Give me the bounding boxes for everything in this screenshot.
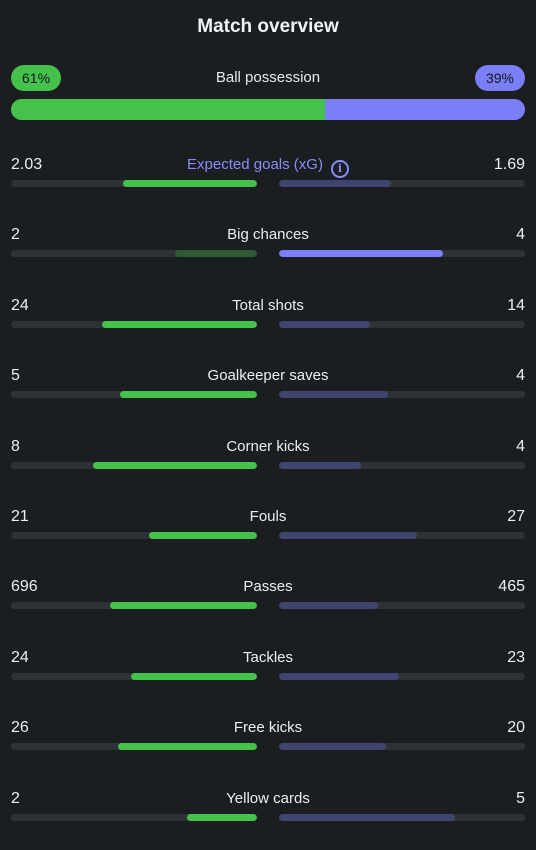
stat-row: 8 Corner kicks 4 [11, 437, 525, 481]
away-value: 4 [516, 226, 525, 243]
stat-label: Yellow cards [11, 789, 525, 809]
home-stat-bar [11, 532, 257, 539]
possession-bar-away [324, 99, 525, 120]
away-value: 27 [507, 508, 525, 525]
home-value: 696 [11, 578, 38, 595]
stat-row: 5 Goalkeeper saves 4 [11, 366, 525, 410]
stat-row: 24 Total shots 14 [11, 296, 525, 340]
away-stat-bar [279, 250, 525, 257]
stat-label-text: Fouls [249, 508, 287, 525]
page-title: Match overview [197, 16, 339, 37]
away-stat-bar [279, 180, 525, 187]
home-value: 2.03 [11, 156, 43, 173]
away-value: 4 [516, 367, 525, 384]
away-stat-bar-fill [279, 814, 455, 821]
possession-bar [11, 99, 525, 120]
away-stat-bar-fill [279, 391, 389, 398]
stat-label: Corner kicks [11, 437, 525, 457]
home-value: 21 [11, 508, 29, 525]
possession-label: Ball possession [215, 69, 321, 86]
stat-row: 21 Fouls 27 [11, 507, 525, 551]
away-value: 1.69 [493, 156, 525, 173]
stat-label-text: Passes [243, 578, 293, 595]
home-value: 5 [11, 367, 20, 384]
possession-header: 61% Ball possession 39% [11, 65, 525, 91]
home-stat-bar [11, 180, 257, 187]
stat-row: 2 Big chances 4 [11, 225, 525, 269]
home-stat-bar [11, 673, 257, 680]
home-stat-bar [11, 462, 257, 469]
home-stat-bar [11, 321, 257, 328]
stat-label: Passes [11, 577, 525, 597]
home-stat-bar-fill [186, 814, 257, 821]
stat-row: 2.03 Expected goals (xG) i 1.69 [11, 155, 525, 199]
stat-row: 2 Yellow cards 5 [11, 789, 525, 833]
away-value: 465 [498, 578, 525, 595]
stat-label: Free kicks [11, 718, 525, 738]
stat-label-text: Tackles [242, 649, 294, 666]
away-stat-bar-fill [279, 532, 418, 539]
home-stat-bar-fill [175, 250, 257, 257]
home-stat-bar-fill [109, 602, 257, 609]
stat-label-text: Expected goals (xG) [187, 156, 323, 173]
stat-label: Total shots [11, 296, 525, 316]
away-stat-bar [279, 532, 525, 539]
away-value: 14 [507, 297, 525, 314]
home-value: 2 [11, 790, 20, 807]
away-stat-bar [279, 743, 525, 750]
home-stat-bar [11, 743, 257, 750]
away-value: 23 [507, 649, 525, 666]
home-stat-bar-fill [93, 462, 257, 469]
home-stat-bar [11, 602, 257, 609]
home-stat-bar-fill [117, 743, 257, 750]
home-stat-bar-fill [149, 532, 257, 539]
away-stat-bar [279, 391, 525, 398]
away-stat-bar-fill [279, 673, 400, 680]
stat-label: Big chances [11, 225, 525, 245]
home-stat-bar [11, 391, 257, 398]
home-value: 24 [11, 297, 29, 314]
info-icon[interactable]: i [330, 160, 349, 178]
stat-label: Goalkeeper saves [11, 366, 525, 386]
away-stat-bar [279, 462, 525, 469]
stat-label-text: Corner kicks [226, 438, 310, 455]
away-value: 4 [516, 438, 525, 455]
stat-label-text: Big chances [227, 226, 309, 243]
home-value: 8 [11, 438, 20, 455]
home-value: 26 [11, 719, 29, 736]
home-possession-badge: 61% [11, 65, 62, 91]
away-stat-bar [279, 602, 525, 609]
stat-label-text: Total shots [232, 297, 304, 314]
home-value: 24 [11, 649, 29, 666]
stat-label-text: Goalkeeper saves [207, 367, 329, 384]
stat-label: Tackles [11, 648, 525, 668]
home-stat-bar-fill [122, 180, 257, 187]
possession-bar-home [11, 99, 325, 120]
away-stat-bar-fill [279, 602, 378, 609]
home-value: 2 [11, 226, 20, 243]
away-value: 5 [516, 790, 525, 807]
away-stat-bar [279, 673, 525, 680]
home-stat-bar [11, 250, 257, 257]
away-stat-bar-fill [279, 462, 361, 469]
stat-label[interactable]: Expected goals (xG) i [11, 155, 525, 178]
away-value: 20 [507, 719, 525, 736]
home-stat-bar [11, 814, 257, 821]
away-stat-bar-fill [279, 321, 370, 328]
away-stat-bar-fill [279, 743, 386, 750]
stat-label-text: Yellow cards [226, 790, 310, 807]
home-stat-bar-fill [120, 391, 257, 398]
stat-row: 26 Free kicks 20 [11, 718, 525, 762]
away-stat-bar [279, 321, 525, 328]
away-stat-bar-fill [279, 250, 443, 257]
stat-row: 696 Passes 465 [11, 577, 525, 621]
away-possession-badge: 39% [474, 65, 525, 91]
away-stat-bar [279, 814, 525, 821]
stat-label: Fouls [11, 507, 525, 527]
home-stat-bar-fill [131, 673, 257, 680]
away-stat-bar-fill [279, 180, 391, 187]
home-stat-bar-fill [101, 321, 257, 328]
stat-row: 24 Tackles 23 [11, 648, 525, 692]
stat-label-text: Free kicks [233, 719, 303, 736]
